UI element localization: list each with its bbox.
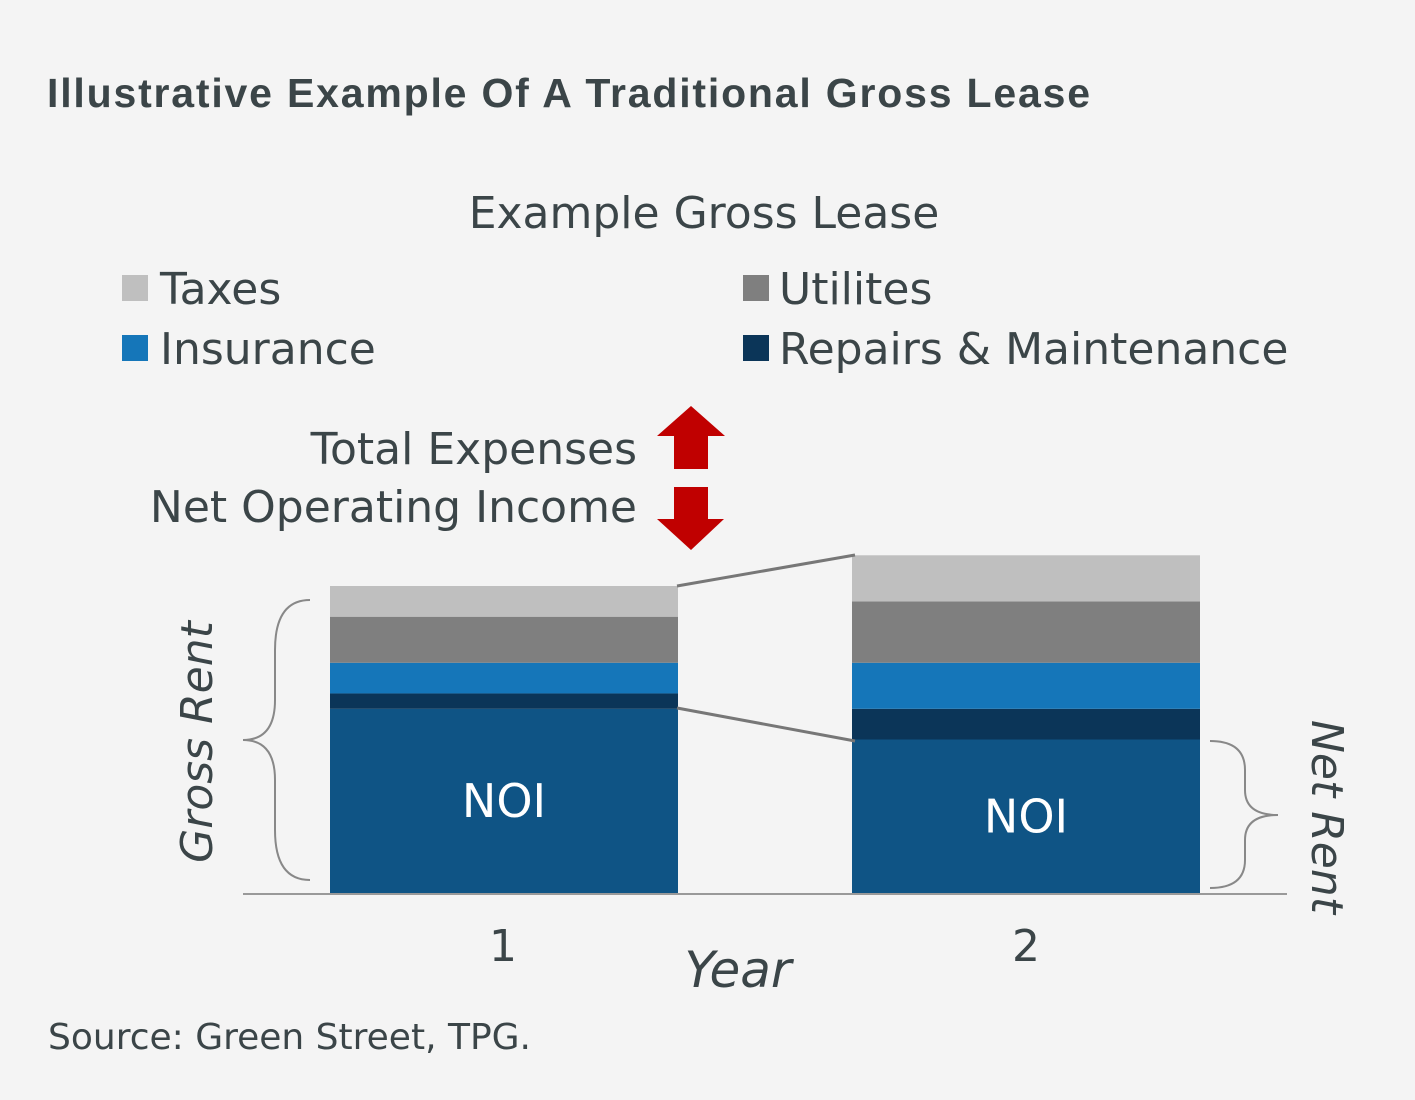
- bar-2-taxes: [852, 555, 1200, 602]
- connector-noi: [676, 706, 856, 743]
- bar-label-noi-1: NOI: [462, 774, 546, 828]
- bar-1-noi: [330, 708, 678, 893]
- bar-2-utilites: [852, 601, 1200, 663]
- x-axis-label: Year: [684, 941, 794, 999]
- legend-label-taxes: Taxes: [159, 264, 281, 315]
- legend-swatch-insurance: [122, 335, 148, 361]
- bar-1-insurance: [330, 662, 678, 694]
- bar-1-repairs-maintenance: [330, 693, 678, 709]
- arrow-up-icon: [657, 406, 725, 469]
- net-rent-label: Net Rent: [1301, 720, 1352, 916]
- bar-1-utilites: [330, 616, 678, 663]
- legend-label-utilities: Utilites: [779, 264, 932, 315]
- bar-label-noi-2: NOI: [984, 789, 1068, 843]
- legend-swatch-utilities: [743, 275, 769, 301]
- source-note: Source: Green Street, TPG.: [48, 1017, 531, 1058]
- page-title: Illustrative Example Of A Traditional Gr…: [47, 70, 1090, 116]
- x-tick-2: 2: [1012, 921, 1040, 972]
- noi-label: Net Operating Income: [150, 482, 637, 533]
- total-expenses-label: Total Expenses: [310, 424, 637, 475]
- legend-swatch-taxes: [122, 275, 148, 301]
- bar-2-insurance: [852, 662, 1200, 709]
- legend-swatch-repairs: [743, 335, 769, 361]
- net-rent-brace: [1209, 740, 1279, 889]
- connector-top: [676, 553, 856, 588]
- legend-label-repairs: Repairs & Maintenance: [779, 324, 1288, 375]
- chart-title: Example Gross Lease: [469, 188, 940, 239]
- bar-2-repairs-maintenance: [852, 708, 1200, 740]
- x-tick-1: 1: [489, 921, 517, 972]
- y-axis-label: Gross Rent: [172, 619, 223, 862]
- legend: Taxes Utilites Insurance Repairs & Maint…: [122, 264, 1288, 375]
- gross-rent-brace: [242, 599, 311, 881]
- bar-2-noi: [852, 739, 1200, 893]
- bar-1-taxes: [330, 586, 678, 617]
- arrow-down-icon: [657, 487, 724, 550]
- legend-label-insurance: Insurance: [160, 324, 376, 375]
- bars: NOI NOI: [330, 555, 1200, 893]
